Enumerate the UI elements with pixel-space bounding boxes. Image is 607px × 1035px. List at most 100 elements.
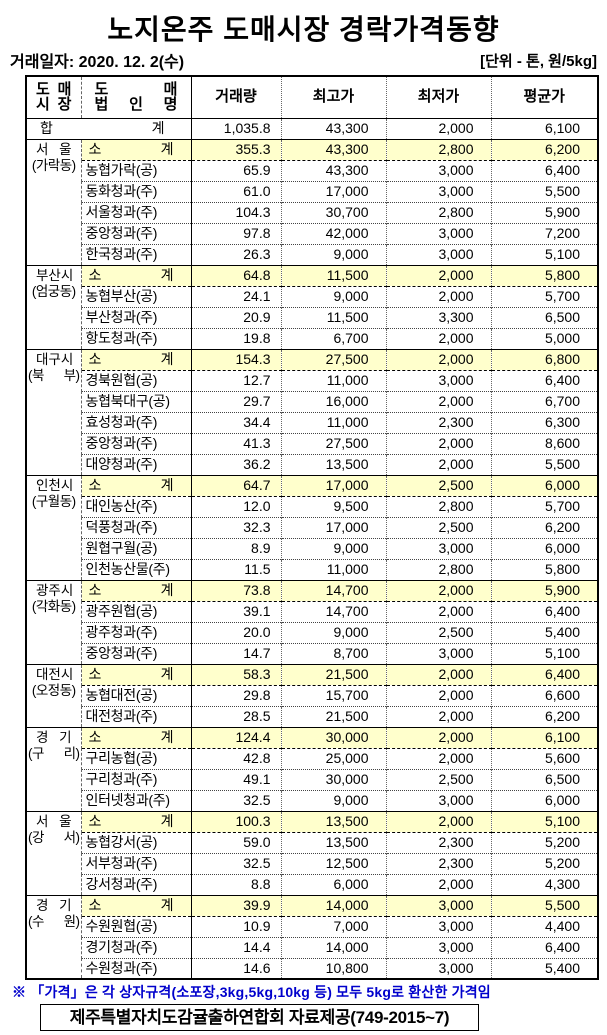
avg-cell: 6,000: [491, 789, 598, 811]
volume-cell: 64.8: [191, 264, 282, 286]
volume-cell: 29.7: [191, 390, 282, 412]
corporation-cell: 소 계: [81, 894, 192, 916]
low-cell: 2,000: [386, 264, 492, 286]
high-cell: 17,000: [281, 474, 387, 496]
low-cell: 2,800: [386, 201, 492, 223]
low-cell: 2,000: [386, 684, 492, 706]
volume-cell: 61.0: [191, 180, 282, 202]
low-cell: 2,300: [386, 411, 492, 433]
corporation-cell: 소 계: [81, 264, 192, 286]
high-cell: 30,000: [281, 768, 387, 790]
high-cell: 9,500: [281, 495, 387, 517]
market-district: (각화동): [31, 598, 76, 614]
avg-cell: 5,400: [491, 621, 598, 643]
high-cell: 25,000: [281, 747, 387, 769]
high-cell: 13,500: [281, 810, 387, 832]
low-cell: 2,000: [386, 432, 492, 454]
market-district: (수 원): [28, 913, 80, 929]
volume-cell: 58.3: [191, 663, 282, 685]
low-cell: 2,500: [386, 621, 492, 643]
high-cell: 21,500: [281, 705, 387, 727]
corporation-cell: 대양청과(주): [81, 453, 192, 475]
avg-cell: 7,200: [491, 222, 598, 244]
avg-cell: 6,400: [491, 600, 598, 622]
header-market: 도 매 시 장: [26, 76, 82, 119]
avg-cell: 6,200: [491, 705, 598, 727]
high-cell: 21,500: [281, 663, 387, 685]
volume-cell: 32.5: [191, 789, 282, 811]
low-cell: 2,000: [386, 579, 492, 601]
company-row: 광주원협(공) 39.1 14,700 2,000 6,400: [26, 600, 598, 622]
volume-cell: 14.4: [191, 936, 282, 958]
volume-cell: 100.3: [191, 810, 282, 832]
avg-cell: 6,800: [491, 348, 598, 370]
corporation-cell: 강서청과(주): [81, 873, 192, 895]
avg-cell: 5,700: [491, 285, 598, 307]
avg-cell: 5,700: [491, 495, 598, 517]
market-name: 서 울: [36, 141, 72, 157]
market-district: (오정동): [31, 682, 76, 698]
volume-cell: 11.5: [191, 558, 282, 580]
low-cell: 3,000: [386, 789, 492, 811]
avg-cell: 5,800: [491, 558, 598, 580]
high-cell: 13,500: [281, 831, 387, 853]
avg-cell: 5,200: [491, 831, 598, 853]
volume-cell: 8.9: [191, 537, 282, 559]
volume-cell: 28.5: [191, 705, 282, 727]
corporation-cell: 동화청과(주): [81, 180, 192, 202]
market-district: (가락동): [31, 157, 76, 173]
low-cell: 3,000: [386, 180, 492, 202]
low-cell: 3,000: [386, 936, 492, 958]
corporation-cell: 한국청과(주): [81, 243, 192, 265]
company-row: 수원청과(주) 14.6 10,800 3,000 5,400: [26, 957, 598, 979]
unit-label: [단위 - 톤, 원/5kg]: [480, 53, 597, 70]
volume-cell: 20.9: [191, 306, 282, 328]
volume-cell: 42.8: [191, 747, 282, 769]
price-table: 도 매 시 장 도 매 법 인 명 거래량 최고가 최저가 평균가 합 계 1,0…: [25, 75, 599, 980]
low-cell: 2,000: [386, 747, 492, 769]
corporation-cell: 중앙청과(주): [81, 432, 192, 454]
company-row: 구리청과(주) 49.1 30,000 2,500 6,500: [26, 768, 598, 790]
volume-cell: 154.3: [191, 348, 282, 370]
corporation-cell: 농협가락(공): [81, 159, 192, 181]
volume-cell: 64.7: [191, 474, 282, 496]
company-row: 구리농협(공) 42.8 25,000 2,000 5,600: [26, 747, 598, 769]
company-row: 광주청과(주) 20.0 9,000 2,500 5,400: [26, 621, 598, 643]
avg-cell: 6,000: [491, 474, 598, 496]
subtotal-row: 인천시 (구월동) 소 계 64.7 17,000 2,500 6,000: [26, 474, 598, 580]
company-row: 원협구월(공) 8.9 9,000 3,000 6,000: [26, 537, 598, 559]
high-cell: 13,500: [281, 453, 387, 475]
low-cell: 2,500: [386, 516, 492, 538]
avg-cell: 5,000: [491, 327, 598, 349]
low-cell: 2,000: [386, 453, 492, 475]
avg-cell: 5,400: [491, 957, 598, 979]
avg-cell: 6,100: [544, 120, 580, 137]
low-cell: 2,500: [386, 474, 492, 496]
volume-cell: 124.4: [191, 726, 282, 748]
avg-cell: 4,300: [491, 873, 598, 895]
high-cell: 15,700: [281, 684, 387, 706]
corporation-cell: 농협강서(공): [81, 831, 192, 853]
company-row: 대인농산(주) 12.0 9,500 2,800 5,700: [26, 495, 598, 517]
avg-cell: 6,000: [491, 537, 598, 559]
avg-cell: 5,500: [491, 180, 598, 202]
market-cell: 서 울 (강 서): [26, 810, 82, 895]
company-row: 중앙청과(주) 41.3 27,500 2,000 8,600: [26, 432, 598, 454]
volume-cell: 29.8: [191, 684, 282, 706]
corporation-cell: 소 계: [81, 138, 192, 160]
high-cell: 27,500: [281, 432, 387, 454]
high-cell: 14,700: [281, 600, 387, 622]
corporation-cell: 중앙청과(주): [81, 222, 192, 244]
avg-cell: 6,400: [491, 369, 598, 391]
avg-cell: 6,500: [491, 306, 598, 328]
corporation-cell: 인천농산물(주): [81, 558, 192, 580]
market-cell: 경 기 (구 리): [26, 726, 82, 811]
corporation-cell: 구리청과(주): [81, 768, 192, 790]
header-corp-line2: 법 인 명: [94, 96, 178, 114]
avg-cell: 6,400: [491, 663, 598, 685]
low-cell: 3,000: [386, 894, 492, 916]
market-name: 경 기: [36, 729, 72, 745]
subtotal-row: 서 울 (강 서) 소 계 100.3 13,500 2,000 5,100: [26, 810, 598, 895]
high-cell: 43,300: [281, 159, 387, 181]
